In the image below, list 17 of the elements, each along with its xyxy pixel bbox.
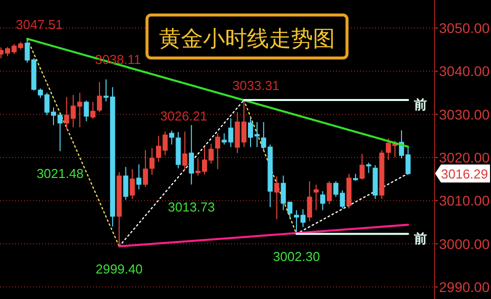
annotation: 3033.31 bbox=[232, 78, 280, 94]
annotation: 3021.48 bbox=[36, 166, 84, 182]
y-tick-label: 3030.00 bbox=[439, 106, 490, 122]
y-tick-label: 3010.00 bbox=[439, 192, 490, 209]
annotation: 3002.30 bbox=[272, 248, 320, 264]
y-tick-label: 3000.00 bbox=[439, 236, 490, 252]
y-tick-label: 3020.00 bbox=[439, 149, 490, 166]
annotation: 3013.73 bbox=[168, 200, 215, 215]
annotation: 3026.21 bbox=[160, 108, 208, 124]
series-label: 前 bbox=[413, 97, 428, 112]
y-tick-label: 3040.00 bbox=[439, 63, 490, 80]
y-tick-label: 2990.00 bbox=[439, 278, 490, 295]
series-label: 前 bbox=[413, 230, 428, 246]
text: 黄金小时线走势图 bbox=[159, 26, 335, 51]
y-tick-label: 3050.00 bbox=[439, 20, 490, 36]
annotation: 3047.51 bbox=[16, 16, 63, 32]
annotation: 2999.40 bbox=[96, 261, 143, 276]
